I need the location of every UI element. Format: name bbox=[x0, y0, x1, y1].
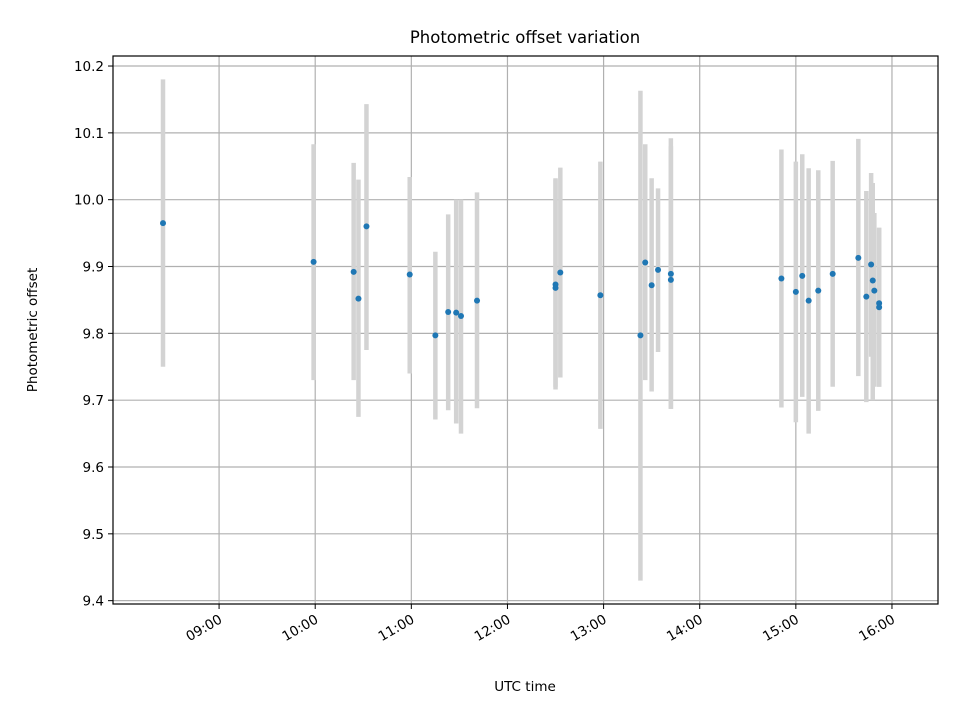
data-point bbox=[406, 271, 413, 278]
plot-frame bbox=[112, 55, 939, 605]
data-point bbox=[457, 312, 464, 319]
x-tick-label: 11:00 bbox=[376, 612, 418, 645]
chart-title: Photometric offset variation bbox=[410, 28, 640, 47]
y-tick-label: 10.0 bbox=[74, 193, 104, 209]
y-tick-label: 9.8 bbox=[83, 326, 104, 342]
axis-ticks: 9.4 9.5 9.6 9.7 9.8 9.9 10.0 10.1 10.2 09:00 10:00… bbox=[74, 59, 898, 645]
data-point bbox=[557, 269, 564, 276]
data-point bbox=[642, 259, 649, 266]
error-bars bbox=[160, 79, 882, 581]
data-point bbox=[805, 297, 812, 304]
data-point bbox=[445, 308, 452, 315]
data-point bbox=[792, 288, 799, 295]
data-point bbox=[868, 261, 875, 268]
data-point bbox=[876, 304, 883, 311]
x-tick-label: 15:00 bbox=[760, 612, 802, 645]
x-tick-label: 14:00 bbox=[664, 612, 706, 645]
y-tick-label: 9.4 bbox=[83, 594, 104, 610]
data-point bbox=[310, 258, 317, 265]
data-point bbox=[855, 254, 862, 261]
x-tick-label: 12:00 bbox=[472, 612, 514, 645]
data-point bbox=[799, 272, 806, 279]
data-point bbox=[637, 332, 644, 339]
data-point bbox=[667, 276, 674, 283]
data-point bbox=[667, 270, 674, 277]
data-points bbox=[160, 220, 883, 339]
x-tick-label: 13:00 bbox=[568, 612, 610, 645]
x-tick-label: 16:00 bbox=[856, 612, 898, 645]
data-point bbox=[453, 309, 460, 316]
x-tick-label: 09:00 bbox=[183, 612, 225, 645]
data-point bbox=[597, 292, 604, 299]
data-point bbox=[355, 295, 362, 302]
data-point bbox=[350, 268, 357, 275]
y-tick-label: 9.6 bbox=[83, 460, 104, 476]
data-point bbox=[829, 270, 836, 277]
y-tick-label: 9.7 bbox=[83, 393, 104, 409]
data-point bbox=[160, 220, 166, 227]
y-tick-label: 9.5 bbox=[83, 527, 104, 543]
x-tick-label: 10:00 bbox=[280, 612, 322, 645]
data-point bbox=[552, 281, 559, 288]
y-tick-label: 10.1 bbox=[74, 126, 104, 142]
data-point bbox=[474, 297, 481, 304]
data-point bbox=[655, 266, 662, 273]
data-point bbox=[871, 287, 878, 294]
data-point bbox=[815, 287, 822, 294]
data-point bbox=[778, 275, 785, 282]
grid-lines bbox=[113, 56, 938, 604]
y-tick-label: 10.2 bbox=[74, 59, 104, 75]
data-point bbox=[432, 332, 439, 339]
y-axis-label: Photometric offset bbox=[25, 268, 41, 392]
data-point bbox=[863, 293, 870, 300]
data-point bbox=[648, 282, 655, 289]
y-tick-label: 9.9 bbox=[83, 260, 104, 276]
data-point bbox=[363, 223, 370, 230]
data-point bbox=[869, 277, 876, 284]
x-axis-label: UTC time bbox=[494, 679, 556, 695]
